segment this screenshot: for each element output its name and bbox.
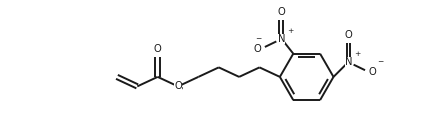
Text: −: − <box>255 36 261 42</box>
Text: +: + <box>287 28 293 34</box>
Text: O: O <box>174 81 182 91</box>
Text: N: N <box>278 34 285 44</box>
Text: −: − <box>378 59 384 65</box>
Text: O: O <box>369 67 377 77</box>
Text: O: O <box>253 44 261 54</box>
Text: O: O <box>345 30 353 40</box>
Text: N: N <box>345 57 352 67</box>
Text: +: + <box>354 51 360 57</box>
Text: O: O <box>154 44 162 54</box>
Text: O: O <box>278 7 285 17</box>
